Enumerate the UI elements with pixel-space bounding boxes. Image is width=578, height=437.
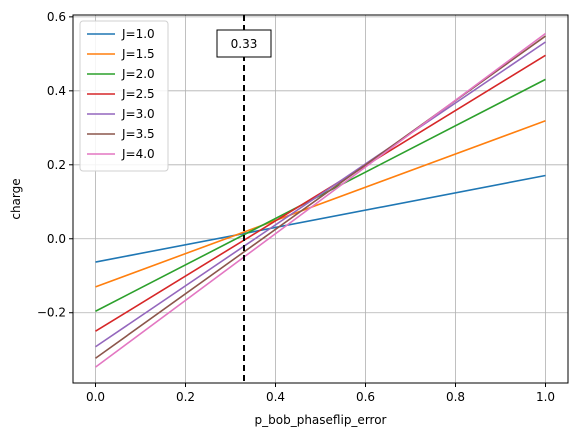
series-line-4 bbox=[95, 41, 546, 348]
y-tick-label-2: 0.2 bbox=[47, 158, 66, 172]
y-tick-label-4: 0.6 bbox=[47, 10, 66, 24]
legend-label-0: J=1.0 bbox=[121, 27, 155, 41]
x-axis-ticks: 0.0 0.2 0.4 0.6 0.8 1.0 bbox=[86, 383, 555, 404]
plot-frame bbox=[72, 14, 569, 384]
grid-lines bbox=[73, 15, 568, 383]
threshold-annotation-text: 0.33 bbox=[231, 37, 258, 51]
legend-label-2: J=2.0 bbox=[121, 67, 155, 81]
legend-label-1: J=1.5 bbox=[121, 47, 155, 61]
y-tick-label-1: 0.0 bbox=[47, 232, 66, 246]
legend: J=1.0 J=1.5 J=2.0 J=2.5 J=3.0 J=3.5 J=4.0 bbox=[79, 20, 169, 172]
y-axis-label: charge bbox=[9, 178, 23, 219]
threshold-annotation: 0.33 bbox=[216, 29, 272, 58]
x-tick-label-5: 1.0 bbox=[536, 390, 555, 404]
series-line-0 bbox=[95, 174, 546, 263]
series-lines bbox=[95, 32, 546, 368]
legend-label-3: J=2.5 bbox=[121, 87, 155, 101]
threshold-annotation-box bbox=[216, 29, 272, 58]
y-tick-label-0: −0.2 bbox=[37, 306, 66, 320]
series-line-3 bbox=[95, 54, 546, 332]
legend-label-4: J=3.0 bbox=[121, 107, 155, 121]
x-tick-label-2: 0.4 bbox=[266, 390, 285, 404]
series-line-6 bbox=[95, 32, 546, 368]
x-tick-label-4: 0.8 bbox=[446, 390, 465, 404]
y-axis-ticks: −0.2 0.0 0.2 0.4 0.6 bbox=[37, 10, 73, 320]
x-axis-label: p_bob_phaseflip_error bbox=[255, 413, 387, 427]
x-tick-label-3: 0.6 bbox=[356, 390, 375, 404]
y-tick-label-3: 0.4 bbox=[47, 84, 66, 98]
x-tick-label-1: 0.2 bbox=[176, 390, 195, 404]
legend-label-5: J=3.5 bbox=[121, 127, 155, 141]
legend-label-6: J=4.0 bbox=[121, 147, 155, 161]
x-tick-label-0: 0.0 bbox=[86, 390, 105, 404]
series-line-1 bbox=[95, 120, 546, 288]
